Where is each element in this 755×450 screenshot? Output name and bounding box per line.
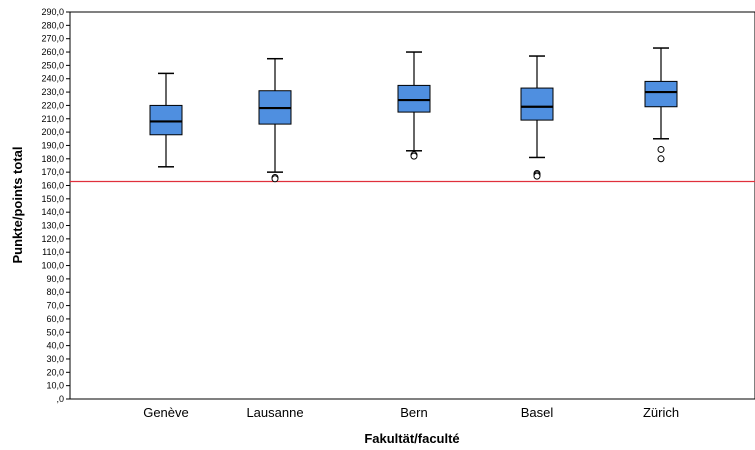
y-tick-label: 80,0 xyxy=(46,287,64,297)
y-tick-label: 240,0 xyxy=(41,74,64,84)
x-axis-title: Fakultät/faculté xyxy=(364,431,459,446)
y-tick-label: 160,0 xyxy=(41,180,64,190)
iqr-box xyxy=(397,84,431,113)
box-basel xyxy=(520,55,554,180)
x-category-label: Lausanne xyxy=(246,405,303,420)
y-tick-label: 270,0 xyxy=(41,34,64,44)
y-tick-label: 70,0 xyxy=(46,301,64,311)
y-tick-label: 220,0 xyxy=(41,100,64,110)
x-category-label: Genève xyxy=(143,405,189,420)
y-tick-label: 280,0 xyxy=(41,20,64,30)
y-tick-label: 50,0 xyxy=(46,327,64,337)
y-tick-label: 250,0 xyxy=(41,60,64,70)
y-tick-label: 290,0 xyxy=(41,7,64,17)
y-tick-label: 210,0 xyxy=(41,114,64,124)
y-tick-label: 130,0 xyxy=(41,221,64,231)
y-tick-label: 260,0 xyxy=(41,47,64,57)
y-tick-label: 190,0 xyxy=(41,140,64,150)
box-lausanne xyxy=(258,57,292,183)
y-tick-label: ,0 xyxy=(56,394,64,404)
box-zürich xyxy=(644,47,678,163)
iqr-box xyxy=(520,87,554,121)
outlier-point xyxy=(533,172,541,180)
y-tick-label: 30,0 xyxy=(46,354,64,364)
y-tick-label: 120,0 xyxy=(41,234,64,244)
y-tick-label: 110,0 xyxy=(42,247,64,257)
y-tick-label: 170,0 xyxy=(41,167,64,177)
outlier-point xyxy=(657,145,665,153)
y-tick-label: 180,0 xyxy=(41,154,64,164)
y-axis-ticks: ,0 10,0 20,0 30,0 40,0 50,0 60,0 70,0 80,0 90,0 10… xyxy=(41,7,70,404)
y-axis-title: Punkte/points total xyxy=(10,147,25,264)
box-genève xyxy=(149,72,183,168)
outlier-point xyxy=(657,155,665,163)
y-tick-label: 230,0 xyxy=(41,87,64,97)
plot-area xyxy=(69,11,755,400)
y-tick-label: 150,0 xyxy=(41,194,64,204)
y-tick-label: 60,0 xyxy=(46,314,64,324)
y-tick-label: 10,0 xyxy=(46,381,64,391)
y-tick-label: 90,0 xyxy=(46,274,64,284)
x-category-label: Basel xyxy=(521,405,554,420)
x-category-label: Bern xyxy=(400,405,427,420)
outlier-point xyxy=(271,175,279,183)
y-tick-label: 100,0 xyxy=(41,261,64,271)
y-tick-label: 140,0 xyxy=(41,207,64,217)
iqr-box xyxy=(149,104,183,136)
outlier-point xyxy=(410,152,418,160)
x-axis-categories: Genève Lausanne Bern Basel Zürich xyxy=(143,405,679,420)
box-bern xyxy=(397,51,431,160)
y-tick-label: 40,0 xyxy=(46,341,64,351)
y-tick-label: 20,0 xyxy=(46,367,64,377)
boxes-group xyxy=(149,47,678,183)
y-tick-label: 200,0 xyxy=(41,127,64,137)
iqr-box xyxy=(644,80,678,108)
x-category-label: Zürich xyxy=(643,405,679,420)
